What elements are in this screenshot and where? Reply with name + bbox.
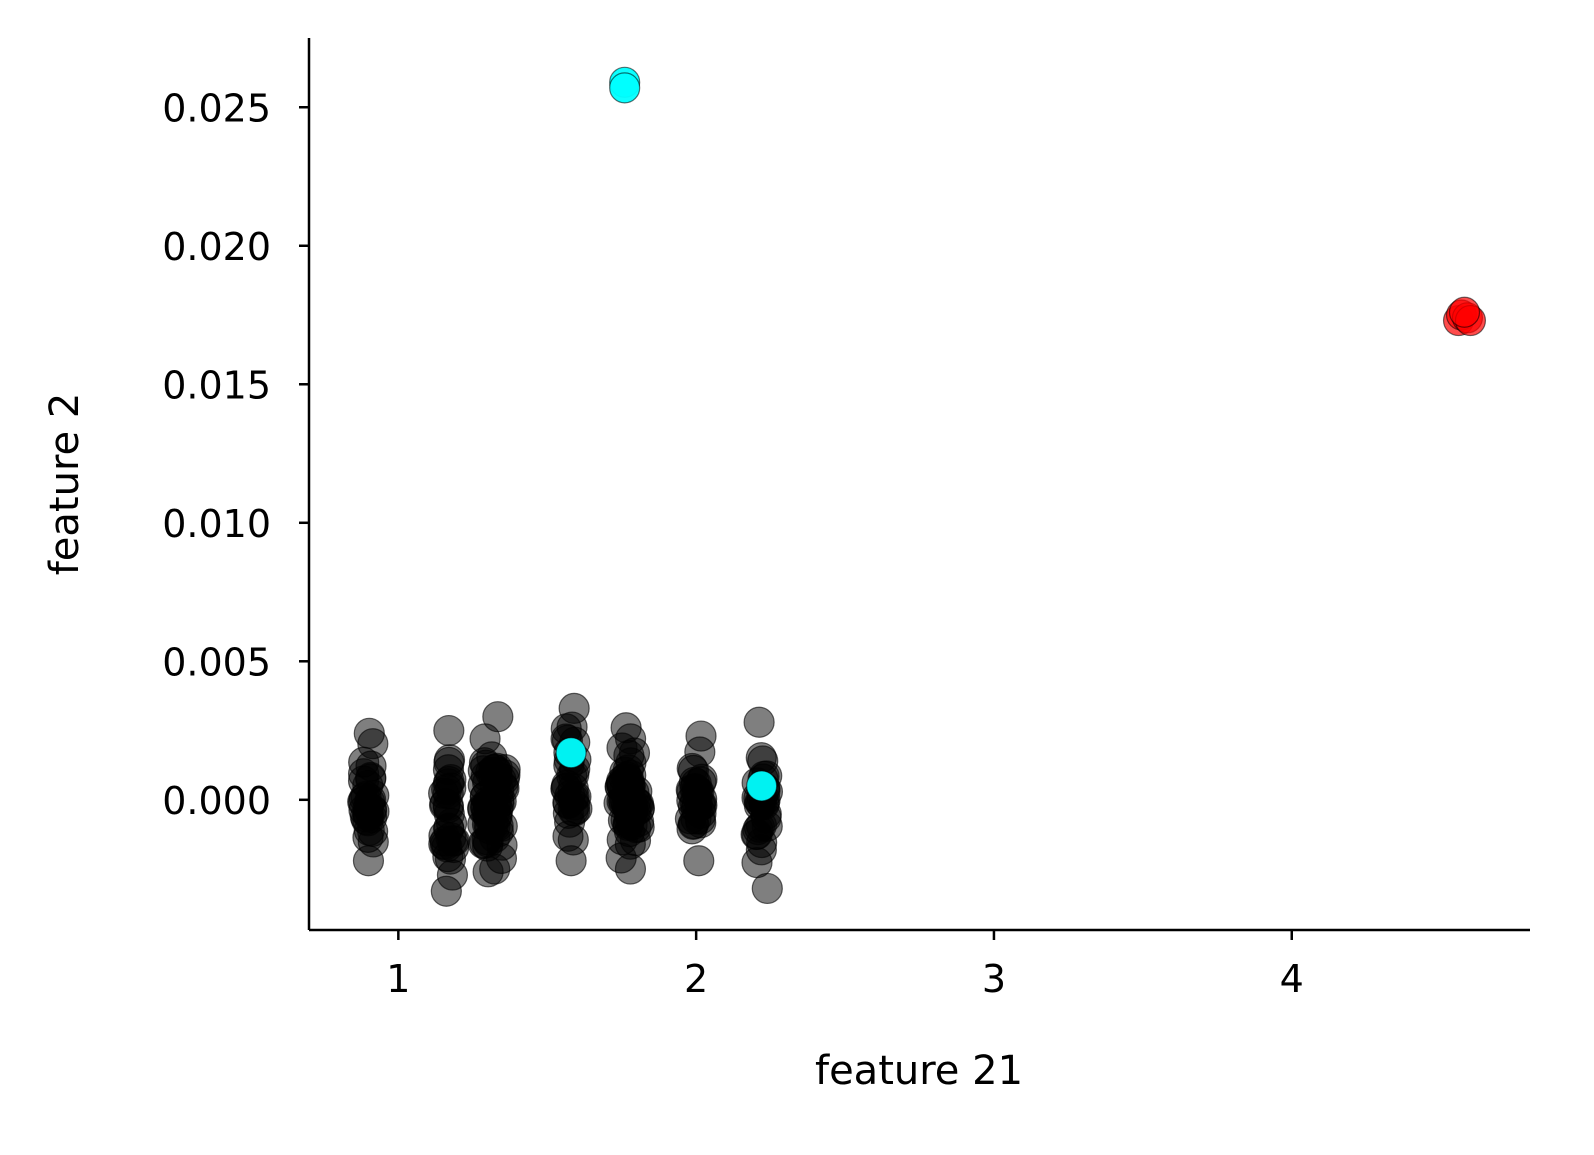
x-axis-label: feature 21 (815, 1048, 1023, 1094)
y-tick-label: 0.025 (162, 86, 271, 130)
x-tick-label: 2 (684, 957, 708, 1001)
y-tick-label: 0.010 (162, 502, 271, 546)
x-tick-label: 4 (1280, 957, 1304, 1001)
black-point (428, 789, 461, 821)
black-point (489, 759, 521, 791)
black-point (355, 750, 387, 782)
cyan-point (609, 72, 641, 104)
y-axis-label: feature 2 (42, 393, 88, 576)
red-point (1448, 296, 1481, 328)
black-point (614, 853, 647, 885)
black-point (432, 841, 464, 873)
black-point (347, 786, 380, 818)
black-point (557, 824, 589, 856)
black-point (481, 799, 513, 831)
y-tick-label: 0.020 (162, 225, 271, 269)
black-point (551, 769, 583, 801)
black-point (683, 845, 715, 877)
y-tick-label: 0.015 (162, 363, 271, 407)
y-tick-label: 0.005 (162, 640, 271, 684)
x-tick-label: 1 (386, 957, 410, 1001)
y-tick-label: 0.000 (162, 779, 271, 823)
black-point (618, 737, 651, 769)
black-point (482, 701, 514, 733)
cyan-point (555, 737, 587, 769)
y-ticks: 0.000 0.005 0.010 0.015 0.020 0.025 (162, 86, 309, 823)
black-point (357, 815, 389, 847)
points-layer (347, 66, 1487, 907)
black-point (486, 829, 518, 861)
cyan-point (746, 770, 778, 802)
black-point (620, 786, 652, 818)
x-ticks: 1 2 3 4 (386, 930, 1304, 1001)
black-point (743, 706, 775, 738)
black-point (674, 803, 707, 835)
black-point (433, 714, 465, 747)
x-tick-label: 3 (982, 957, 1006, 1001)
